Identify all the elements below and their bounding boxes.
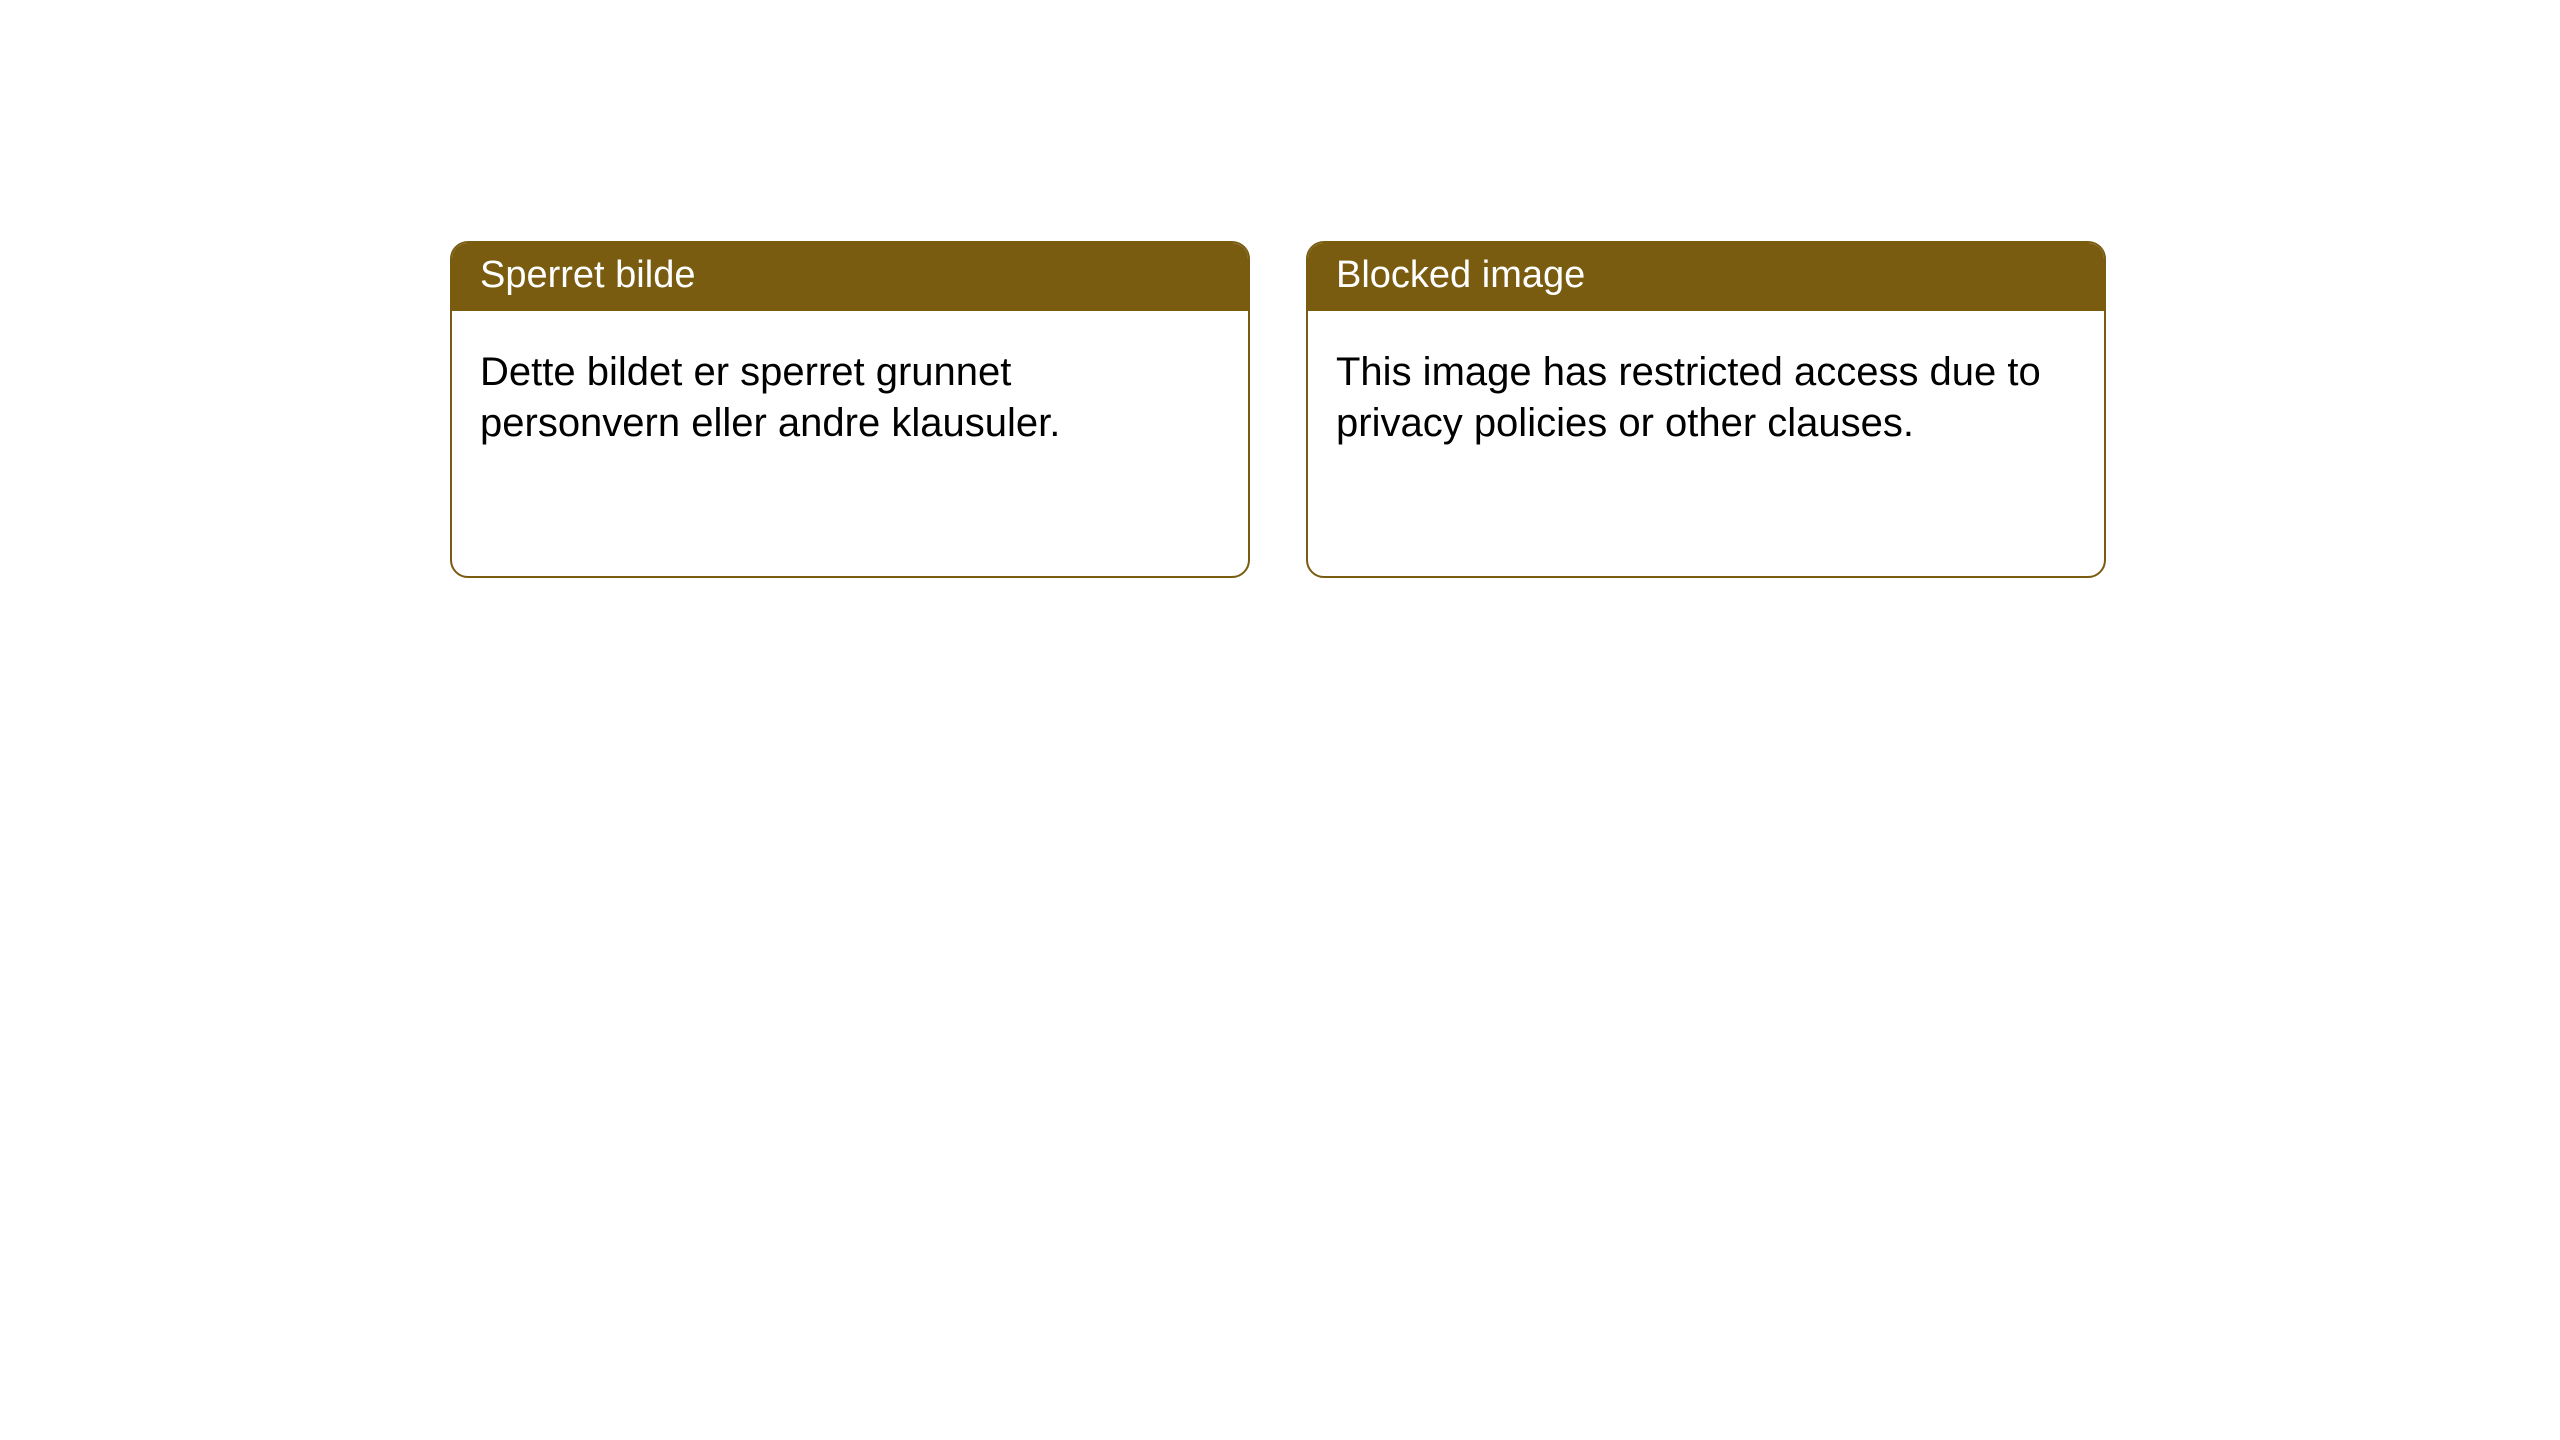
notice-card-body: This image has restricted access due to … [1308, 311, 2104, 477]
notice-container: Sperret bilde Dette bildet er sperret gr… [450, 241, 2106, 578]
notice-card-norwegian: Sperret bilde Dette bildet er sperret gr… [450, 241, 1250, 578]
notice-card-body: Dette bildet er sperret grunnet personve… [452, 311, 1248, 477]
notice-card-title: Sperret bilde [452, 243, 1248, 311]
notice-card-title: Blocked image [1308, 243, 2104, 311]
notice-card-english: Blocked image This image has restricted … [1306, 241, 2106, 578]
